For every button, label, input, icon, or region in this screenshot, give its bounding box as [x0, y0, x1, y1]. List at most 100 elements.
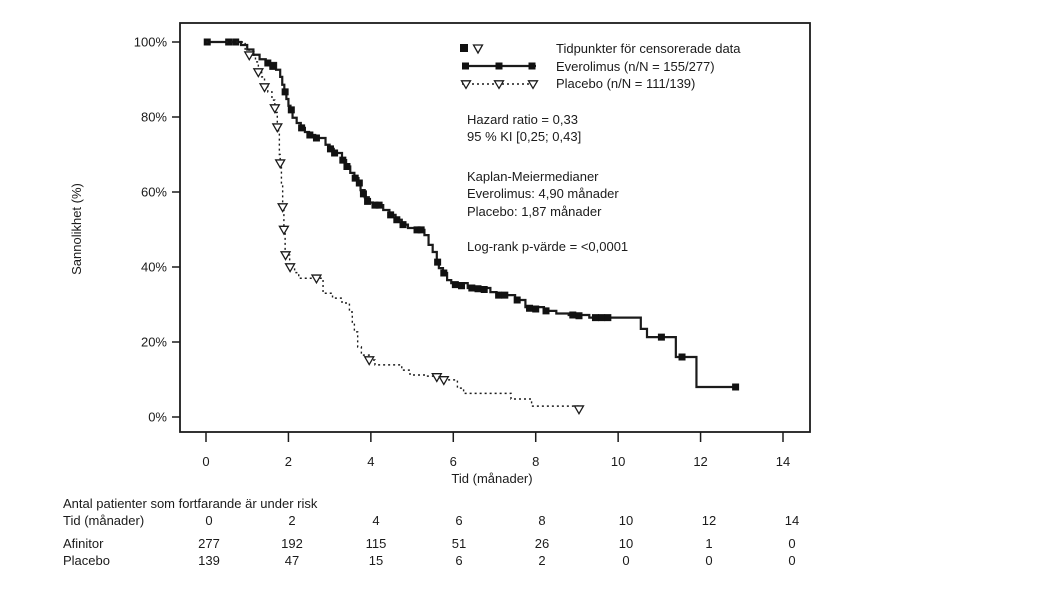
censor-mark-square	[495, 291, 503, 299]
censor-mark-square	[355, 179, 363, 187]
censor-mark-square	[732, 383, 740, 391]
triangle-marker-icon	[493, 80, 505, 90]
y-tick-label: 60%	[141, 185, 167, 200]
risk-table-title: Antal patienter som fortfarande är under…	[63, 496, 318, 511]
legend-placebo-swatch	[460, 80, 539, 90]
censor-mark-triangle	[274, 159, 286, 170]
risk-row-label-placebo: Placebo	[63, 553, 110, 568]
risk-count: 2	[538, 553, 545, 568]
triangle-marker-icon	[527, 80, 539, 90]
censor-mark-triangle	[278, 225, 290, 236]
confidence-interval-text: 95 % KI [0,25; 0,43]	[467, 129, 581, 144]
risk-count: 47	[285, 553, 299, 568]
censor-mark-square	[375, 201, 383, 209]
censored-triangle-icon	[472, 44, 484, 55]
y-tick-label: 40%	[141, 260, 167, 275]
censor-mark-square	[591, 314, 599, 322]
risk-count: 0	[788, 553, 795, 568]
legend-everolimus-label: Everolimus (n/N = 155/277)	[556, 59, 715, 74]
x-tick-label: 14	[776, 454, 790, 469]
censor-mark-square	[306, 131, 314, 139]
square-marker-icon	[462, 62, 469, 70]
censor-mark-triangle	[310, 274, 323, 285]
km-median-placebo: Placebo: 1,87 månader	[467, 204, 602, 219]
risk-count: 6	[455, 553, 462, 568]
km-median-everolimus: Everolimus: 4,90 månader	[467, 186, 619, 201]
x-axis-ticks: 0 2 4 6 8 10 12 14	[202, 432, 790, 469]
risk-table: Antal patienter som fortfarande är under…	[63, 496, 799, 568]
y-axis-ticks: 0% 20% 40% 60% 80% 100%	[134, 35, 180, 425]
censor-mark-square	[468, 284, 476, 292]
x-axis-label: Tid (månader)	[451, 471, 532, 486]
x-tick-label: 2	[285, 454, 292, 469]
censor-mark-square	[451, 281, 459, 289]
risk-count: 192	[281, 536, 303, 551]
risk-row-label-afinitor: Afinitor	[63, 536, 104, 551]
censor-mark-square	[657, 333, 665, 341]
censor-mark-square	[474, 285, 482, 293]
x-tick-label: 6	[450, 454, 457, 469]
censor-mark-square	[225, 38, 233, 46]
censor-mark-square	[542, 307, 550, 315]
censor-mark-triangle	[279, 251, 292, 261]
censor-mark-square	[532, 305, 540, 313]
y-tick-label: 80%	[141, 110, 167, 125]
censor-mark-square	[312, 134, 320, 142]
censor-mark-square	[326, 145, 334, 153]
risk-count: 6	[455, 513, 462, 528]
risk-count: 0	[788, 536, 795, 551]
x-tick-label: 12	[693, 454, 707, 469]
censor-mark-triangle	[269, 104, 281, 114]
censor-mark-triangle	[573, 405, 585, 416]
censor-mark-square	[359, 190, 367, 198]
risk-count: 115	[366, 536, 387, 551]
risk-count: 277	[198, 536, 220, 551]
x-tick-label: 4	[367, 454, 374, 469]
y-axis-label: Sannolikhet (%)	[69, 183, 84, 275]
censor-mark-square	[331, 149, 339, 157]
censor-mark-square	[569, 311, 577, 319]
risk-count: 51	[452, 536, 466, 551]
log-rank-text: Log-rank p-värde = <0,0001	[467, 239, 628, 254]
censor-mark-square	[440, 269, 448, 277]
censor-mark-triangle	[258, 83, 271, 93]
square-marker-icon	[495, 62, 503, 70]
legend-everolimus-swatch	[462, 62, 536, 70]
legend-placebo-label: Placebo (n/N = 111/139)	[556, 76, 695, 91]
censor-mark-square	[298, 124, 306, 132]
censor-mark-triangle	[243, 51, 255, 62]
legend-censored-swatch	[460, 44, 484, 55]
censor-mark-square	[281, 88, 289, 96]
placebo-curve	[206, 41, 580, 410]
stats-annotations: Hazard ratio = 0,33 95 % KI [0,25; 0,43]…	[467, 112, 628, 254]
censor-mark-square	[458, 282, 466, 290]
risk-count: 12	[702, 513, 716, 528]
legend: Tidpunkter för censorerade data Everolim…	[460, 41, 741, 91]
censor-mark-square	[399, 221, 407, 229]
censor-mark-square	[351, 174, 359, 182]
censor-mark-square	[232, 38, 240, 46]
km-medians-header: Kaplan-Meiermedianer	[467, 169, 599, 184]
x-tick-label: 8	[532, 454, 539, 469]
censor-mark-square	[269, 62, 277, 70]
risk-count: 8	[538, 513, 545, 528]
censor-mark-square	[393, 216, 401, 224]
censor-mark-square	[364, 197, 372, 205]
triangle-marker-icon	[460, 80, 472, 90]
censor-mark-square	[575, 312, 583, 320]
risk-row-label-time: Tid (månader)	[63, 513, 144, 528]
plot-frame	[179, 22, 811, 433]
censor-mark-square	[287, 106, 295, 114]
risk-count: 0	[705, 553, 712, 568]
risk-count: 15	[369, 553, 383, 568]
x-tick-label: 0	[202, 454, 209, 469]
censor-mark-square	[678, 353, 686, 361]
risk-count: 14	[785, 513, 799, 528]
censor-mark-triangle	[252, 68, 264, 78]
censor-mark-square	[513, 296, 521, 304]
censor-mark-square	[526, 304, 534, 312]
censor-mark-square	[417, 226, 425, 234]
